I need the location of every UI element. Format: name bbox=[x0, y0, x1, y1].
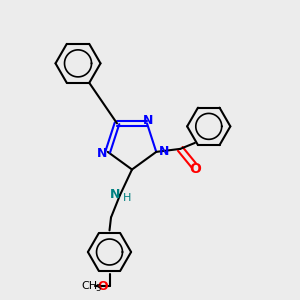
Text: N: N bbox=[97, 147, 107, 160]
Text: N: N bbox=[110, 188, 121, 202]
Text: O: O bbox=[98, 280, 108, 293]
Text: N: N bbox=[143, 114, 154, 127]
Text: N: N bbox=[159, 146, 169, 158]
Text: H: H bbox=[123, 193, 132, 203]
Text: CH: CH bbox=[82, 280, 98, 291]
Text: 3: 3 bbox=[95, 284, 100, 293]
Text: O: O bbox=[189, 162, 201, 176]
